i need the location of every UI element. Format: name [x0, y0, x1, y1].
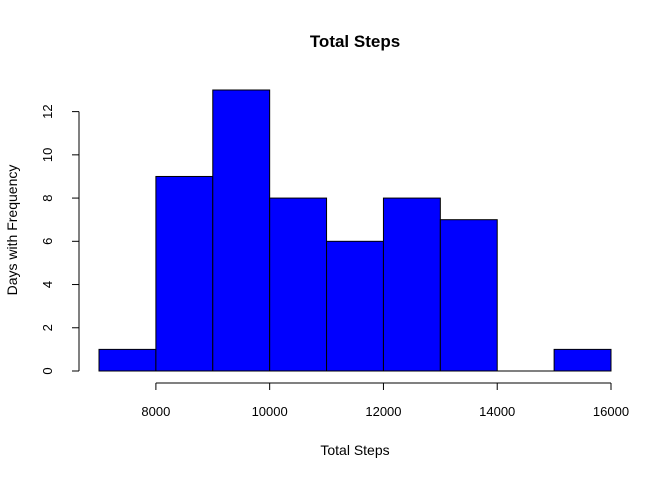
- x-tick-label: 16000: [593, 404, 629, 419]
- x-axis: 8000 10000 12000 14000 16000: [141, 382, 629, 419]
- y-axis: 0 2 4 6 8 10 12: [40, 104, 80, 375]
- x-tick-label: 8000: [141, 404, 170, 419]
- y-tick-label: 0: [40, 367, 55, 374]
- x-tick-label: 14000: [479, 404, 515, 419]
- histogram-bar: [326, 240, 384, 372]
- y-tick-label: 12: [40, 104, 55, 118]
- histogram-bar: [212, 89, 271, 372]
- y-tick-label: 8: [40, 194, 55, 201]
- y-axis-label: Days with Frequency: [4, 165, 20, 296]
- y-tick-label: 6: [40, 238, 55, 245]
- x-tick-label: 12000: [365, 404, 401, 419]
- histogram-bar: [98, 348, 157, 372]
- y-tick-label: 4: [40, 281, 55, 288]
- histogram-bar: [155, 175, 214, 372]
- bars-group: [98, 89, 612, 372]
- y-tick-label: 10: [40, 148, 55, 162]
- chart-title: Total Steps: [310, 32, 400, 51]
- y-tick-label: 2: [40, 324, 55, 331]
- histogram-bar: [269, 197, 328, 372]
- histogram-bar: [553, 348, 612, 372]
- histogram-bar: [382, 197, 441, 372]
- x-axis-label: Total Steps: [320, 442, 389, 458]
- histogram-bar: [439, 219, 498, 372]
- x-tick-label: 10000: [252, 404, 288, 419]
